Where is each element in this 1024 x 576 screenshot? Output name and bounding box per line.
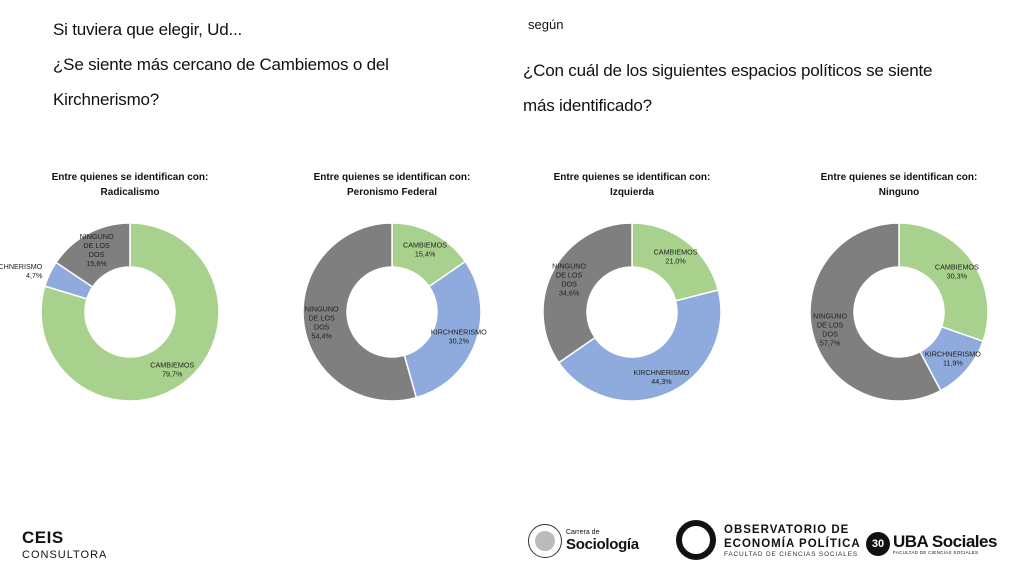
ceis-logo-main: CEIS	[22, 528, 64, 547]
left-question-line: Kirchnerismo?	[53, 90, 160, 109]
right-question-line: más identificado?	[523, 96, 652, 115]
slice-label-cambiemos: CAMBIEMOS 21,0%	[654, 247, 698, 265]
slice-label-ninguno: NINGUNO DE LOS DOS 15,6%	[80, 232, 114, 268]
anniversary-badge: 30	[866, 532, 890, 556]
slice-label-ninguno: NINGUNO DE LOS DOS 54,4%	[305, 304, 339, 340]
donut-chart-peronismo-federal: Entre quienes se identifican con: Peroni…	[277, 170, 507, 430]
observatorio-logo-line: OBSERVATORIO DE	[724, 523, 850, 536]
slice-label-cambiemos: CAMBIEMOS 15,4%	[403, 241, 447, 259]
right-question-intro: según	[528, 17, 564, 32]
chart-title-line: Entre quienes se identifican con:	[51, 172, 209, 183]
chart-title-line: Entre quienes se identifican con:	[820, 172, 978, 183]
donut-svg: CAMBIEMOS 30,3% KIRCHNERISMO 11,9% NINGUNO DE…	[809, 222, 989, 402]
slice-label-kirchnerismo: KIRCHNERISMO 44,3%	[633, 368, 689, 386]
slice-label-cambiemos: CAMBIEMOS 79,7%	[150, 361, 194, 379]
chart-title-line: Ninguno	[878, 187, 920, 198]
slice-ninguno	[302, 222, 418, 402]
slice-cambiemos	[40, 222, 220, 402]
chart-title: Entre quienes se identifican con: Ningun…	[784, 170, 1014, 200]
uba-sociales-logo: 30 UBA Sociales FACULTAD DE CIENCIAS SOC…	[866, 532, 997, 556]
chart-title-line: Radicalismo	[100, 187, 160, 198]
sociologia-logo: Carrera de Sociología	[528, 524, 639, 558]
chart-title: Entre quienes se identifican con: Peroni…	[277, 170, 507, 200]
observatorio-logo-line: ECONOMÍA POLÍTICA	[724, 537, 861, 550]
chart-title-line: Entre quienes se identifican con:	[553, 172, 711, 183]
observatorio-logo: OBSERVATORIO DE ECONOMÍA POLÍTICA FACULT…	[676, 520, 861, 560]
sociologia-logo-name: Sociología	[566, 536, 639, 553]
uba-sociales-name: UBA Sociales	[893, 532, 997, 551]
slice-label-kirchnerismo: KIRCHNERISMO 30,2%	[431, 328, 487, 346]
left-question-line: ¿Se siente más cercano de Cambiemos o de…	[53, 55, 389, 74]
chart-title-line: Entre quienes se identifican con:	[313, 172, 471, 183]
donut-svg: CAMBIEMOS 21,0% KIRCHNERISMO 44,3% NINGUNO DE…	[542, 222, 722, 402]
right-question-line: ¿Con cuál de los siguientes espacios pol…	[523, 61, 933, 80]
slice-label-kirchnerismo: KIRCHNERISMO 11,9%	[925, 350, 981, 368]
left-question: Si tuviera que elegir, Ud... ¿Se siente …	[53, 12, 473, 117]
observatorio-logo-sub: FACULTAD DE CIENCIAS SOCIALES	[724, 550, 858, 558]
slice-ninguno	[55, 222, 131, 288]
left-question-line: Si tuviera que elegir, Ud...	[53, 20, 243, 39]
donut-chart-radicalismo: Entre quienes se identifican con: Radica…	[0, 170, 245, 430]
sociologia-logo-line: Carrera de	[566, 529, 600, 536]
slice-ninguno	[809, 222, 942, 402]
uba-sociales-sub: FACULTAD DE CIENCIAS SOCIALES	[893, 550, 979, 555]
chart-title: Entre quienes se identifican con: Izquie…	[517, 170, 747, 200]
donut-svg: CAMBIEMOS 15,4% KIRCHNERISMO 30,2% NINGUNO DE…	[302, 222, 487, 402]
slice-ninguno	[542, 222, 633, 364]
chart-title: Entre quienes se identifican con: Radica…	[15, 170, 245, 200]
slice-label-ninguno: NINGUNO DE LOS DOS 57,7%	[813, 312, 847, 348]
donut-chart-izquierda: Entre quienes se identifican con: Izquie…	[517, 170, 747, 430]
slice-kirchnerismo	[403, 260, 482, 399]
donut-chart-ninguno: Entre quienes se identifican con: Ningun…	[784, 170, 1014, 430]
slice-label-cambiemos: CAMBIEMOS 30,3%	[935, 262, 979, 280]
right-question: ¿Con cuál de los siguientes espacios pol…	[523, 53, 993, 123]
slice-label-ninguno: NINGUNO DE LOS DOS 34,6%	[552, 262, 586, 298]
slice-cambiemos	[898, 222, 989, 343]
slice-kirchnerismo	[557, 289, 722, 402]
university-seal-icon	[528, 524, 562, 558]
ceis-logo-sub: CONSULTORA	[22, 549, 108, 561]
chart-title-line: Izquierda	[610, 187, 654, 198]
ceis-logo: CEIS CONSULTORA	[22, 528, 107, 561]
chart-title-line: Peronismo Federal	[346, 187, 438, 198]
ring-icon	[676, 520, 716, 560]
